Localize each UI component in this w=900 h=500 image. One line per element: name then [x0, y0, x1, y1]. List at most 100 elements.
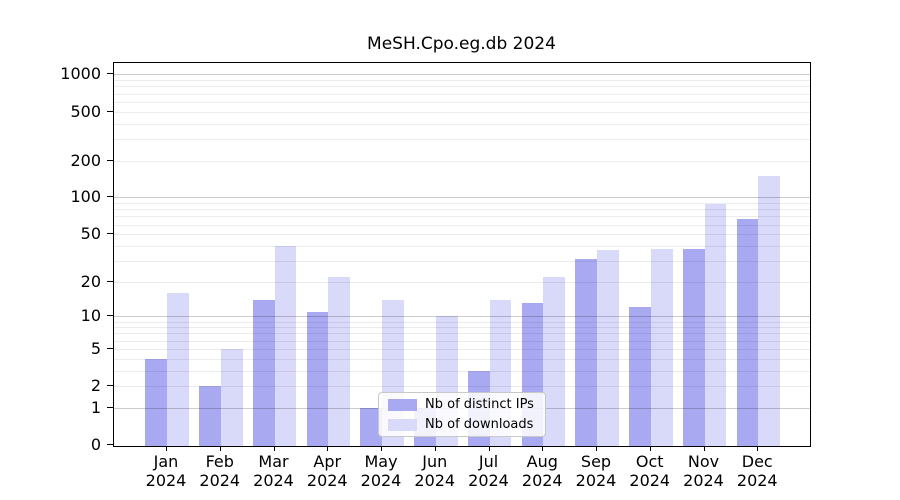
- x-tick-label-sep: Sep 2024: [575, 452, 617, 490]
- gridline-90: [114, 203, 810, 205]
- gridline-800: [114, 86, 810, 88]
- x-tick-label-aug: Aug 2024: [521, 452, 563, 490]
- x-tick-label-jul: Jul 2024: [468, 452, 509, 490]
- y-tick-100: [107, 196, 113, 198]
- gridline-10: [114, 316, 810, 318]
- x-tick-aug: [542, 446, 544, 451]
- x-tick-dec: [757, 446, 759, 451]
- x-tick-jun: [434, 446, 436, 451]
- x-tick-label-jun: Jun 2024: [414, 452, 456, 490]
- bar-downloads-sep: [597, 249, 619, 446]
- x-tick-jul: [488, 446, 490, 451]
- bar-downloads-feb: [220, 348, 243, 446]
- gridline-60: [114, 224, 810, 226]
- gridline-200: [114, 160, 810, 162]
- y-tick-label-200: 200: [70, 150, 101, 170]
- bar-distinct-ips-may: [360, 407, 382, 446]
- y-tick-label-500: 500: [70, 101, 101, 121]
- gridline-6: [114, 340, 810, 342]
- gridline-7: [114, 333, 810, 335]
- legend: Nb of distinct IPs Nb of downloads: [378, 392, 546, 437]
- bar-downloads-dec: [758, 175, 780, 446]
- bar-distinct-ips-dec: [736, 219, 759, 446]
- y-tick-200: [107, 159, 113, 161]
- bar-distinct-ips-jan: [145, 358, 167, 446]
- gridline-70: [114, 216, 810, 218]
- bar-downloads-nov: [704, 203, 727, 446]
- bar-downloads-aug: [543, 276, 565, 446]
- x-tick-label-may: May 2024: [360, 452, 402, 490]
- gridline-100: [114, 197, 810, 199]
- gridline-900: [114, 80, 810, 82]
- gridline-50: [114, 234, 810, 236]
- legend-item-downloads: Nb of downloads: [379, 416, 545, 433]
- y-tick-0: [107, 444, 113, 445]
- x-tick-label-jan: Jan 2024: [145, 452, 187, 490]
- bar-downloads-jan: [167, 293, 189, 446]
- y-tick-2: [107, 385, 113, 387]
- bar-downloads-mar: [274, 245, 297, 446]
- gridline-600: [114, 101, 810, 103]
- gridline-1000: [114, 74, 810, 76]
- y-tick-label-20: 20: [80, 271, 101, 291]
- bar-distinct-ips-nov: [682, 248, 705, 446]
- y-tick-50: [107, 233, 113, 235]
- x-tick-apr: [327, 446, 329, 451]
- x-tick-may: [381, 446, 382, 451]
- bar-distinct-ips-feb: [199, 386, 221, 446]
- y-tick-1: [107, 406, 113, 408]
- x-tick-oct: [649, 446, 651, 451]
- x-tick-label-nov: Nov 2024: [683, 452, 724, 490]
- x-tick-label-apr: Apr 2024: [306, 452, 348, 490]
- gridline-3: [114, 370, 810, 372]
- gridline-80: [114, 209, 810, 211]
- gridline-500: [114, 111, 810, 113]
- x-tick-mar: [273, 446, 275, 451]
- gridline-700: [114, 93, 810, 95]
- y-tick-5: [107, 347, 113, 349]
- x-tick-label-feb: Feb 2024: [199, 452, 241, 490]
- gridline-20: [114, 281, 810, 283]
- y-tick-10: [107, 315, 113, 317]
- y-tick-1000: [107, 73, 113, 75]
- y-tick-label-1: 1: [90, 397, 101, 417]
- y-tick-label-50: 50: [80, 224, 101, 244]
- x-tick-label-mar: Mar 2024: [253, 452, 294, 490]
- y-tick-label-0: 0: [90, 435, 101, 454]
- bar-distinct-ips-mar: [252, 299, 275, 446]
- x-tick-feb: [219, 446, 221, 451]
- gridline-300: [114, 138, 810, 140]
- legend-label-downloads: Nb of downloads: [425, 417, 534, 432]
- y-tick-label-100: 100: [70, 187, 101, 207]
- x-tick-sep: [596, 446, 597, 451]
- gridline-5: [114, 348, 810, 350]
- legend-swatch-downloads: [388, 418, 417, 431]
- gridline-2: [114, 386, 810, 388]
- bar-downloads-oct: [650, 248, 673, 446]
- legend-label-distinct-ips: Nb of distinct IPs: [425, 397, 534, 412]
- y-tick-500: [107, 110, 113, 112]
- y-tick-20: [107, 280, 113, 282]
- bar-distinct-ips-sep: [575, 259, 597, 446]
- legend-item-distinct-ips: Nb of distinct IPs: [379, 396, 545, 413]
- gridline-400: [114, 123, 810, 125]
- x-tick-label-oct: Oct 2024: [629, 452, 671, 490]
- x-tick-nov: [703, 446, 705, 451]
- gridline-9: [114, 321, 810, 323]
- gridline-30: [114, 260, 810, 262]
- bar-downloads-apr: [328, 276, 350, 446]
- y-tick-label-2: 2: [90, 376, 101, 396]
- y-tick-label-5: 5: [90, 338, 101, 358]
- gridline-40: [114, 245, 810, 247]
- gridline-4: [114, 358, 810, 360]
- gridline-8: [114, 327, 810, 329]
- x-tick-jan: [166, 446, 167, 451]
- y-tick-label-10: 10: [80, 306, 101, 326]
- bar-distinct-ips-apr: [306, 311, 329, 446]
- bar-distinct-ips-oct: [629, 307, 651, 446]
- y-tick-label-1000: 1000: [60, 64, 101, 84]
- chart-title: MeSH.Cpo.eg.db 2024: [367, 34, 556, 54]
- plot-area: [113, 62, 811, 447]
- legend-swatch-distinct-ips: [388, 398, 417, 411]
